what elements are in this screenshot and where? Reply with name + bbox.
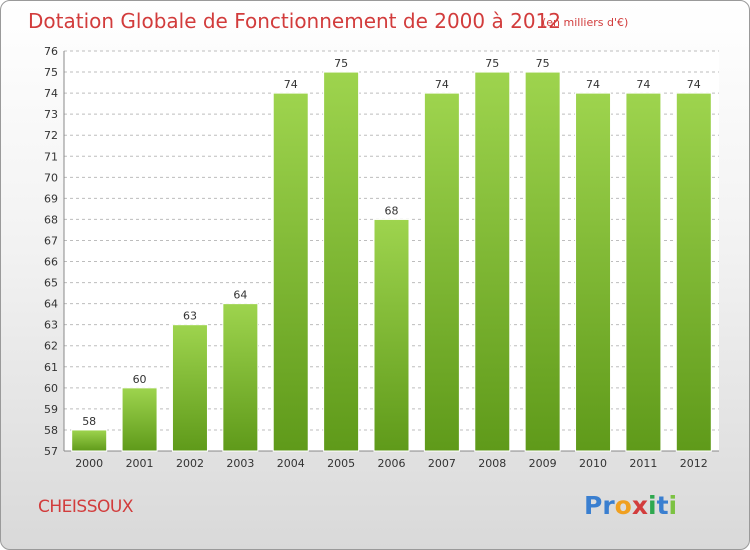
y-tick-label: 63 (44, 319, 58, 332)
bar-value-label: 74 (435, 78, 449, 91)
x-tick-label: 2004 (277, 457, 305, 470)
bar (121, 387, 158, 452)
y-tick-label: 70 (44, 171, 58, 184)
bar (323, 71, 360, 452)
bar-value-label: 75 (536, 57, 550, 70)
commune-name: CHEISSOUX (38, 497, 133, 517)
y-tick-label: 73 (44, 108, 58, 121)
x-tick-label: 2005 (327, 457, 355, 470)
y-tick-label: 66 (44, 256, 58, 269)
bar (524, 71, 561, 452)
x-tick-label: 2001 (126, 457, 154, 470)
logo-letter: P (584, 491, 603, 520)
bar-value-label: 60 (133, 373, 147, 386)
y-tick-label: 71 (44, 150, 58, 163)
bar (222, 303, 259, 452)
bar-value-label: 74 (284, 78, 298, 91)
bar (474, 71, 511, 452)
x-tick-label: 2006 (378, 457, 406, 470)
bar (373, 218, 410, 452)
x-tick-label: 2012 (680, 457, 708, 470)
bar-value-label: 74 (586, 78, 600, 91)
bar (675, 92, 712, 452)
bar (171, 324, 208, 452)
y-tick-label: 60 (44, 382, 58, 395)
logo-letter: i (648, 491, 657, 520)
bar-value-label: 74 (636, 78, 650, 91)
y-tick-label: 68 (44, 213, 58, 226)
bar (423, 92, 460, 452)
chart-title: Dotation Globale de Fonctionnement de 20… (28, 9, 561, 33)
y-tick-label: 69 (44, 192, 58, 205)
y-tick-label: 72 (44, 129, 58, 142)
x-tick-label: 2009 (529, 457, 557, 470)
bar (272, 92, 309, 452)
logo-letter: r (602, 491, 615, 520)
bar-value-label: 68 (385, 204, 399, 217)
y-tick-label: 65 (44, 277, 58, 290)
logo-letter: o (614, 491, 632, 520)
x-tick-label: 2010 (579, 457, 607, 470)
logo-letter: x (631, 491, 648, 520)
proxiti-logo[interactable]: Proxiti (584, 491, 677, 520)
y-tick-label: 59 (44, 403, 58, 416)
y-tick-label: 58 (44, 424, 58, 437)
y-tick-label: 67 (44, 234, 58, 247)
x-tick-label: 2007 (428, 457, 456, 470)
x-tick-label: 2008 (478, 457, 506, 470)
y-tick-label: 57 (44, 445, 58, 458)
y-tick-label: 62 (44, 340, 58, 353)
bar-value-label: 75 (334, 57, 348, 70)
logo-letter: i (668, 491, 678, 520)
x-tick-label: 2011 (629, 457, 657, 470)
bar (71, 429, 108, 452)
logo-letter: t (656, 491, 669, 520)
bar-value-label: 74 (687, 78, 701, 91)
bar-value-label: 63 (183, 310, 197, 323)
x-tick-label: 2003 (226, 457, 254, 470)
bar (625, 92, 662, 452)
chart-unit: (en milliers d'€) (542, 16, 629, 29)
y-tick-label: 76 (44, 45, 58, 58)
y-tick-label: 74 (44, 87, 58, 100)
y-tick-label: 61 (44, 361, 58, 374)
bar (575, 92, 612, 452)
y-tick-label: 64 (44, 298, 58, 311)
bar-value-label: 75 (485, 57, 499, 70)
bar-value-label: 64 (233, 289, 247, 302)
x-tick-label: 2000 (75, 457, 103, 470)
bar-value-label: 58 (82, 415, 96, 428)
y-tick-label: 75 (44, 66, 58, 79)
x-tick-label: 2002 (176, 457, 204, 470)
